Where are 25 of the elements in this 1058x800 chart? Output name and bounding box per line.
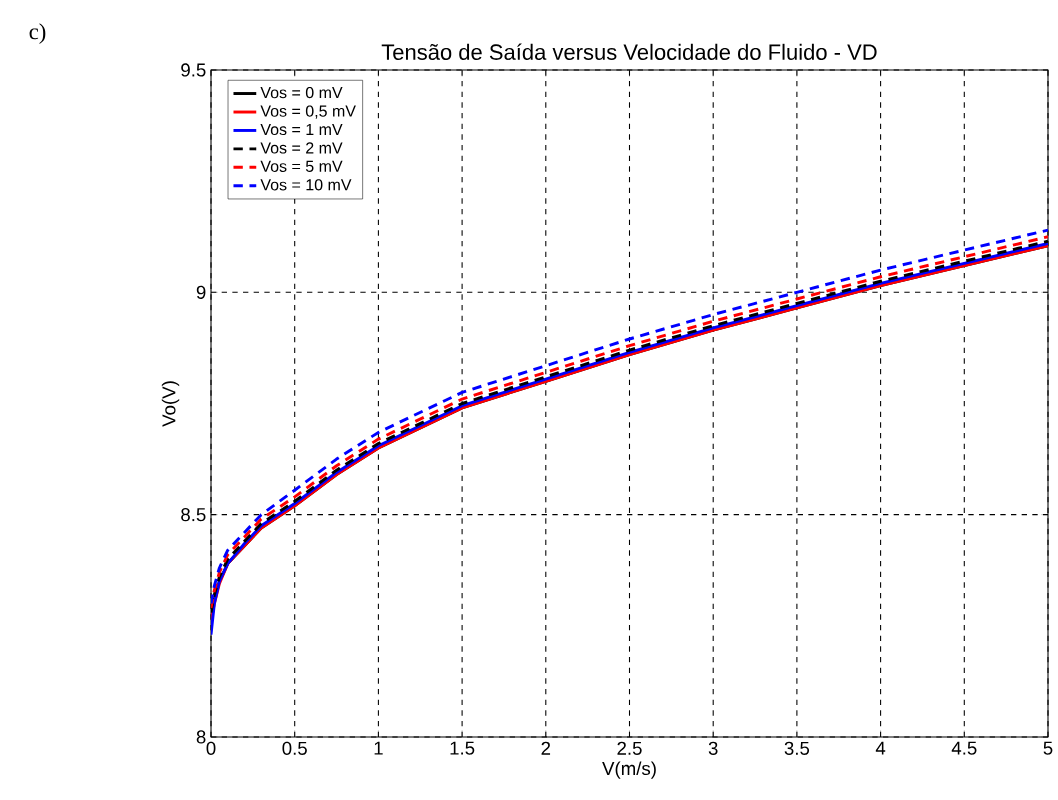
legend-label: Vos = 10 mV	[260, 179, 352, 191]
x-tick-label: 0.5	[282, 741, 307, 755]
x-tick-label: 0	[206, 741, 216, 755]
x-tick-label: 2	[541, 741, 551, 755]
x-tick-label: 5	[1043, 741, 1053, 755]
y-tick-label: 8	[196, 730, 206, 744]
y-tick-label: 8.5	[181, 508, 206, 522]
y-tick-label: 9	[196, 285, 206, 299]
x-tick-label: 1.5	[450, 741, 475, 755]
legend-label: Vos = 2 mV	[260, 142, 343, 154]
x-tick-label: 4	[875, 741, 886, 755]
text: c)	[29, 23, 46, 44]
x-tick-label: 4.5	[951, 741, 977, 755]
legend-label: Vos = 0 mV	[260, 86, 343, 99]
x-tick-label: 3	[708, 741, 718, 755]
x-tick-label: 1	[374, 741, 383, 755]
x-tick-label: 2.5	[617, 741, 642, 755]
x-axis-title: V(m/s)	[602, 761, 656, 779]
y-axis-title: Vo(V)	[161, 381, 180, 427]
chart-title: Tensão de Saída versus Velocidade do Fluido - VD	[381, 43, 877, 60]
y-tick-label: 9.5	[181, 63, 206, 77]
legend-label: Vos = 5 mV	[260, 160, 343, 172]
legend-label: Vos = 1 mV	[260, 123, 343, 136]
legend-label: Vos = 0,5 mV	[260, 105, 356, 119]
x-tick-label: 3.5	[784, 741, 810, 755]
